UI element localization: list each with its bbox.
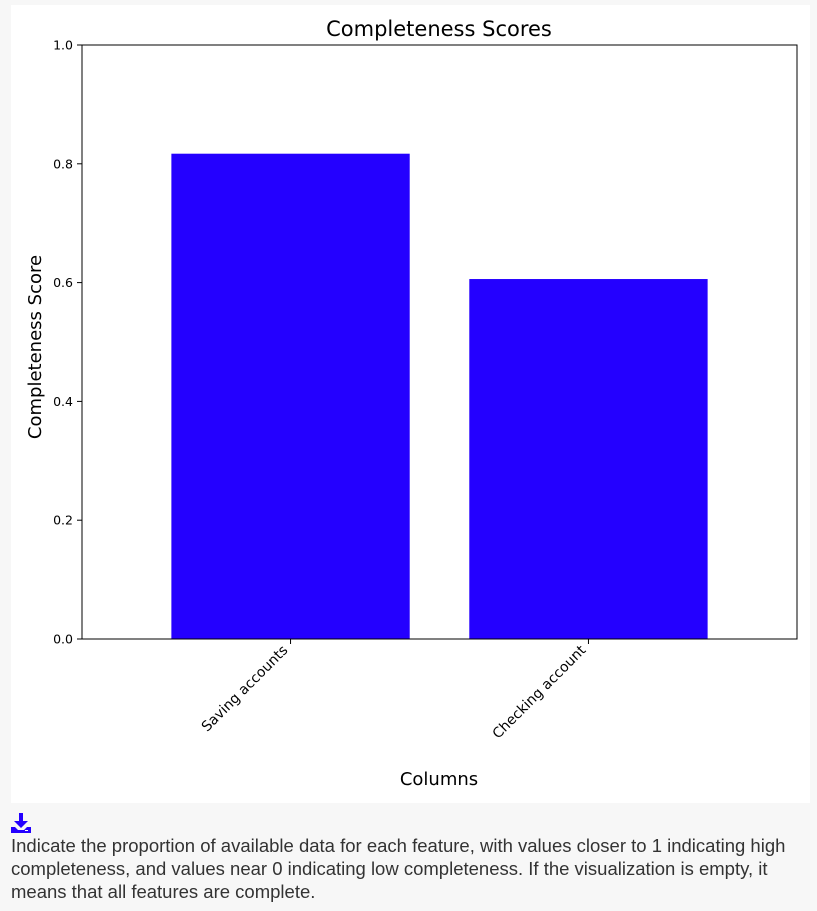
x-axis-label: Columns (400, 769, 478, 790)
y-tick-label: 0.0 (53, 632, 73, 647)
x-tick-label: Saving accounts (199, 643, 292, 736)
bar-chart: Completeness Scores Saving accounts Check… (25, 17, 798, 790)
bar-1 (171, 153, 410, 639)
y-tick-label: 0.2 (53, 513, 73, 528)
chart-title: Completeness Scores (326, 17, 552, 41)
y-tick-label: 0.8 (53, 156, 73, 171)
y-tick-label: 1.0 (53, 38, 73, 53)
chart-figure: Completeness Scores Saving accounts Check… (11, 5, 810, 803)
x-tick-label: Checking account (490, 642, 590, 742)
y-tick-label: 0.4 (53, 394, 73, 409)
download-icon (11, 813, 31, 833)
download-button[interactable] (11, 813, 31, 833)
bar-2 (469, 279, 708, 639)
chart-description: Indicate the proportion of available dat… (11, 835, 786, 902)
plot-frame (81, 44, 798, 640)
y-tick-label: 0.6 (53, 275, 73, 290)
y-axis-label: Completeness Score (25, 255, 46, 439)
